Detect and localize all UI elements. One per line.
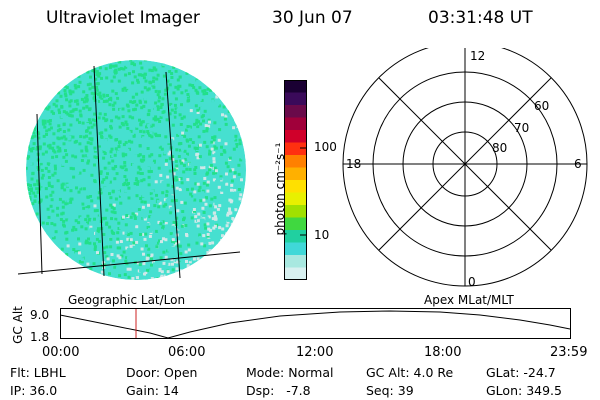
altitude-plot: [60, 308, 571, 339]
alt-tick-high: 9.0: [30, 308, 50, 322]
polar-plot: 12 18 6 0 60 70 80: [342, 48, 588, 288]
mlt-label-left: 18: [346, 157, 361, 171]
status-seq: Seq: 39: [366, 383, 414, 398]
longitude-line: [93, 65, 105, 277]
date-label: 30 Jun 07: [272, 8, 353, 28]
x-tick-label: 00:00: [42, 345, 80, 360]
latitude-line: [18, 251, 241, 275]
mlt-label-top: 12: [470, 49, 485, 63]
colorbar-tick-label: 10: [314, 228, 330, 242]
status-door: Door: Open: [126, 365, 198, 380]
status-gain: Gain: 14: [126, 383, 179, 398]
colorbar: [284, 80, 307, 280]
image-panel-label: Geographic Lat/Lon: [68, 293, 186, 307]
status-gcalt: GC Alt: 4.0 Re: [366, 365, 454, 380]
x-tick-label: 18:00: [424, 345, 462, 360]
status-glon: GLon: 349.5: [486, 383, 562, 398]
status-mode: Mode: Normal: [246, 365, 334, 380]
status-glat: GLat: -24.7: [486, 365, 556, 380]
mlt-label-right: 6: [574, 157, 582, 171]
uv-image-panel: [18, 60, 246, 280]
status-ip: IP: 36.0: [10, 383, 58, 398]
lat-label-70: 70: [514, 121, 529, 135]
altitude-curve: [60, 310, 571, 339]
colorbar-label: photon cm⁻²s⁻¹: [273, 142, 287, 236]
status-flt: Flt: LBHL: [10, 365, 66, 380]
status-dsp: Dsp: -7.8: [246, 383, 311, 398]
longitude-line: [36, 113, 43, 275]
uv-emission-disk: [26, 60, 246, 280]
alt-axis-label: GC Alt: [11, 306, 25, 344]
x-tick-label: 12:00: [296, 345, 334, 360]
x-tick-label: 06:00: [168, 345, 206, 360]
time-label: 03:31:48 UT: [428, 8, 533, 28]
altitude-plot-frame: [60, 308, 571, 339]
lat-label-80: 80: [492, 141, 507, 155]
mlt-label-bottom: 0: [468, 275, 476, 288]
polar-diagonal: [378, 77, 552, 251]
lat-label-60: 60: [534, 99, 549, 113]
x-tick-label: 23:59: [550, 345, 588, 360]
polar-panel-label: Apex MLat/MLT: [424, 293, 514, 307]
colorbar-tick-label: 100: [314, 140, 337, 154]
longitude-line: [165, 71, 181, 279]
alt-tick-low: 1.8: [30, 330, 50, 344]
app-title: Ultraviolet Imager: [46, 8, 200, 28]
